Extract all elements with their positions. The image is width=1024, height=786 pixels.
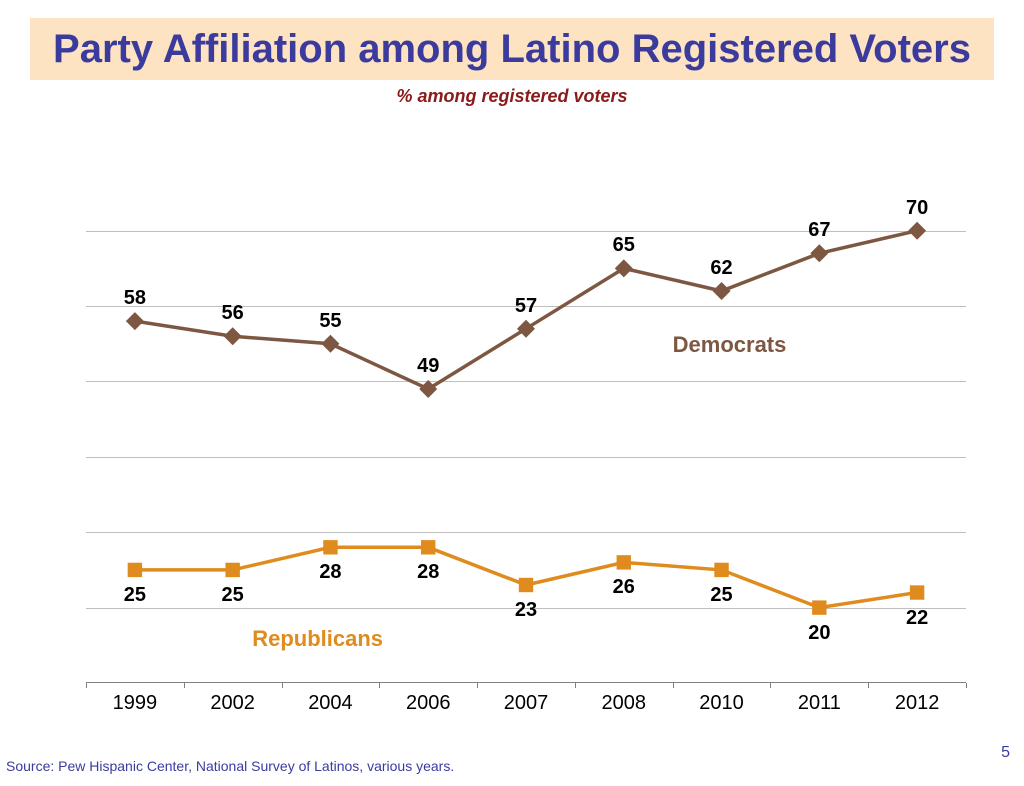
data-marker (126, 312, 144, 330)
data-marker (321, 335, 339, 353)
data-marker (419, 380, 437, 398)
data-label: 65 (613, 234, 635, 257)
data-label: 23 (515, 599, 537, 622)
data-marker (713, 282, 731, 300)
x-tick (770, 683, 771, 688)
data-marker (224, 327, 242, 345)
data-marker (810, 244, 828, 262)
data-label: 25 (222, 584, 244, 607)
data-marker (421, 540, 435, 554)
data-marker (812, 600, 826, 614)
data-marker (517, 320, 535, 338)
data-marker (714, 563, 728, 577)
series-label-democrats: Democrats (673, 332, 787, 358)
x-axis-label: 2008 (602, 692, 647, 715)
x-axis-label: 2007 (504, 692, 549, 715)
data-label: 26 (613, 576, 635, 599)
data-label: 49 (417, 355, 439, 378)
chart-area: 1999200220042006200720082010201120125856… (38, 193, 986, 683)
data-marker (615, 259, 633, 277)
plot-region: 1999200220042006200720082010201120125856… (86, 193, 966, 683)
x-tick (575, 683, 576, 688)
data-label: 62 (710, 257, 732, 280)
page-number: 5 (1001, 744, 1010, 762)
x-tick (966, 683, 967, 688)
x-tick (86, 683, 87, 688)
data-marker (910, 585, 924, 599)
x-tick (282, 683, 283, 688)
data-label: 25 (124, 584, 146, 607)
data-marker (323, 540, 337, 554)
data-label: 20 (808, 622, 830, 645)
data-label: 22 (906, 607, 928, 630)
data-marker (225, 563, 239, 577)
data-label: 56 (222, 302, 244, 325)
data-label: 28 (319, 561, 341, 584)
data-marker (128, 563, 142, 577)
chart-subtitle: % among registered voters (0, 86, 1024, 107)
data-label: 25 (710, 584, 732, 607)
data-marker (617, 555, 631, 569)
x-tick (379, 683, 380, 688)
x-tick (184, 683, 185, 688)
data-marker (519, 578, 533, 592)
x-axis-label: 2006 (406, 692, 451, 715)
x-axis-label: 2002 (210, 692, 255, 715)
x-axis-label: 2012 (895, 692, 940, 715)
data-label: 55 (319, 310, 341, 333)
x-tick (477, 683, 478, 688)
data-label: 58 (124, 287, 146, 310)
data-label: 67 (808, 219, 830, 242)
source-text: Source: Pew Hispanic Center, National Su… (6, 758, 454, 774)
x-axis-label: 2011 (798, 692, 841, 715)
data-label: 70 (906, 197, 928, 220)
series-label-republicans: Republicans (252, 626, 383, 652)
page-title: Party Affiliation among Latino Registere… (40, 26, 984, 72)
title-banner: Party Affiliation among Latino Registere… (30, 18, 994, 80)
x-axis-label: 1999 (113, 692, 158, 715)
x-tick (868, 683, 869, 688)
x-tick (673, 683, 674, 688)
data-label: 28 (417, 561, 439, 584)
data-label: 57 (515, 295, 537, 318)
x-axis-label: 2010 (699, 692, 744, 715)
x-axis-label: 2004 (308, 692, 353, 715)
data-marker (908, 222, 926, 240)
